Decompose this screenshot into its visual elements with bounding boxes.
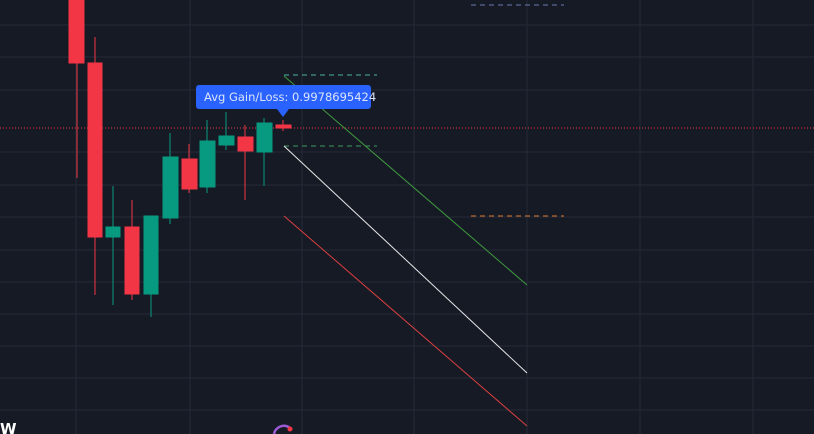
drawings xyxy=(283,4,564,427)
corner-label: W xyxy=(0,420,17,434)
tooltip: Avg Gain/Loss: 0.9978695424 xyxy=(196,85,376,117)
tooltip-text: Avg Gain/Loss: 0.9978695424 xyxy=(204,90,376,104)
logo-icon xyxy=(272,424,293,434)
candles xyxy=(68,0,292,317)
